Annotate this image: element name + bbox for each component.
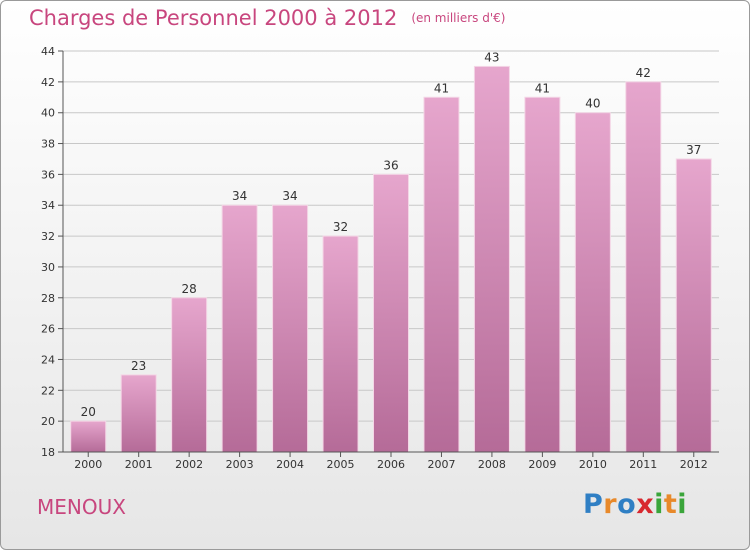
data-label: 34 (282, 189, 297, 203)
y-tick-label: 44 (41, 45, 55, 58)
y-tick-label: 26 (41, 323, 55, 336)
x-tick-label: 2007 (427, 458, 455, 471)
unit-note: (en milliers d'€) (411, 11, 506, 25)
x-tick-label: 2000 (74, 458, 102, 471)
logo-letter: P (583, 489, 604, 520)
bar (70, 420, 107, 453)
data-label: 34 (232, 189, 247, 203)
y-tick-label: 32 (41, 230, 55, 243)
y-tick-label: 28 (41, 292, 55, 305)
bar (473, 65, 510, 453)
logo-letter: o (617, 489, 637, 520)
logo-letter: x (636, 489, 655, 520)
bar (272, 204, 309, 453)
x-tick-label: 2005 (327, 458, 355, 471)
data-label: 41 (434, 81, 449, 95)
y-tick-label: 22 (41, 384, 55, 397)
bars: 20 23 28 34 34 32 36 41 43 41 40 42 37 (70, 50, 712, 453)
y-tick-label: 36 (41, 168, 55, 181)
bar (221, 204, 258, 453)
data-label: 40 (585, 97, 600, 111)
y-tick-label: 24 (41, 353, 55, 366)
bar (322, 235, 359, 453)
data-label: 37 (686, 143, 701, 157)
data-label: 20 (81, 405, 96, 419)
x-tick-label: 2012 (680, 458, 708, 471)
x-tick-label: 2004 (276, 458, 304, 471)
logo-letter: t (663, 489, 678, 520)
chart-title-text: Charges de Personnel 2000 à 2012 (29, 6, 398, 30)
bar (373, 173, 409, 453)
x-tick-label: 2003 (226, 458, 254, 471)
bar (423, 96, 460, 453)
proxiti-logo: Proxiti (583, 489, 687, 520)
bar (574, 112, 611, 453)
logo-letter: i (677, 489, 688, 520)
data-label: 42 (636, 66, 651, 80)
logo-letter: i (654, 489, 664, 520)
logo-letter: r (603, 489, 618, 520)
data-label: 28 (182, 282, 197, 296)
data-label: 32 (333, 220, 348, 234)
y-tick-label: 20 (41, 415, 55, 428)
x-tick-label: 2008 (478, 458, 506, 471)
bar (171, 297, 208, 453)
x-tick-label: 2010 (579, 458, 607, 471)
data-label: 43 (484, 50, 499, 64)
x-tick-label: 2001 (125, 458, 153, 471)
y-tick-label: 40 (41, 107, 55, 120)
bar (120, 374, 157, 453)
data-label: 41 (535, 81, 550, 95)
y-tick-label: 42 (41, 76, 55, 89)
x-tick-label: 2002 (175, 458, 203, 471)
data-label: 36 (383, 158, 398, 172)
chart-title: Charges de Personnel 2000 à 2012 (en mill… (29, 6, 505, 30)
bar (524, 96, 561, 453)
bar (625, 81, 662, 453)
bar (675, 158, 712, 453)
commune-name: MENOUX (37, 495, 126, 519)
y-tick-label: 18 (41, 446, 55, 459)
x-tick-label: 2011 (629, 458, 657, 471)
x-tick-label: 2009 (528, 458, 556, 471)
y-tick-label: 38 (41, 138, 55, 151)
x-tick-label: 2006 (377, 458, 405, 471)
data-label: 23 (131, 359, 146, 373)
axes: 18 20 22 24 26 28 30 32 34 36 38 40 42 44 2000 2001 2002… (41, 45, 719, 471)
y-tick-label: 34 (41, 199, 55, 212)
y-tick-label: 30 (41, 261, 55, 274)
